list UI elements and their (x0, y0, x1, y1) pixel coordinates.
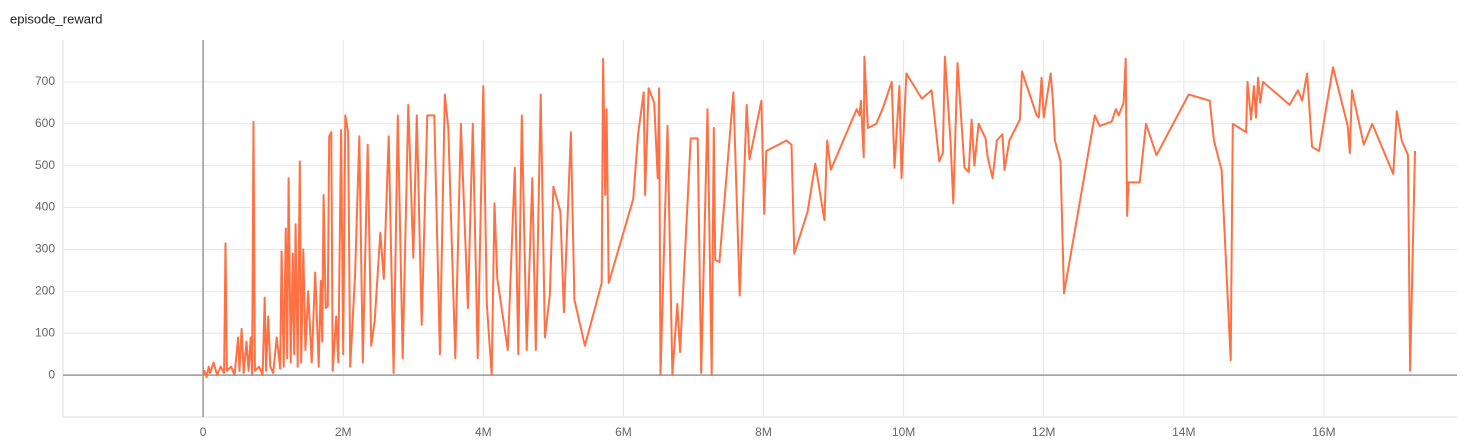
x-tick-label: 8M (755, 425, 772, 439)
x-tick-label: 16M (1312, 425, 1335, 439)
y-tick-label: 700 (35, 74, 55, 88)
x-tick-label: 0 (200, 425, 207, 439)
y-tick-label: 0 (48, 367, 55, 381)
y-tick-label: 500 (35, 158, 55, 172)
x-tick-label: 6M (615, 425, 632, 439)
y-tick-label: 600 (35, 116, 55, 130)
x-tick-label: 2M (335, 425, 352, 439)
x-tick-label: 12M (1032, 425, 1055, 439)
series-line (202, 55, 1416, 379)
x-tick-label: 14M (1172, 425, 1195, 439)
y-tick-label: 300 (35, 242, 55, 256)
x-tick-label: 4M (475, 425, 492, 439)
y-tick-label: 100 (35, 325, 55, 339)
y-tick-label: 200 (35, 284, 55, 298)
y-tick-label: 400 (35, 200, 55, 214)
x-tick-label: 10M (892, 425, 915, 439)
chart-title: episode_reward (10, 11, 103, 26)
